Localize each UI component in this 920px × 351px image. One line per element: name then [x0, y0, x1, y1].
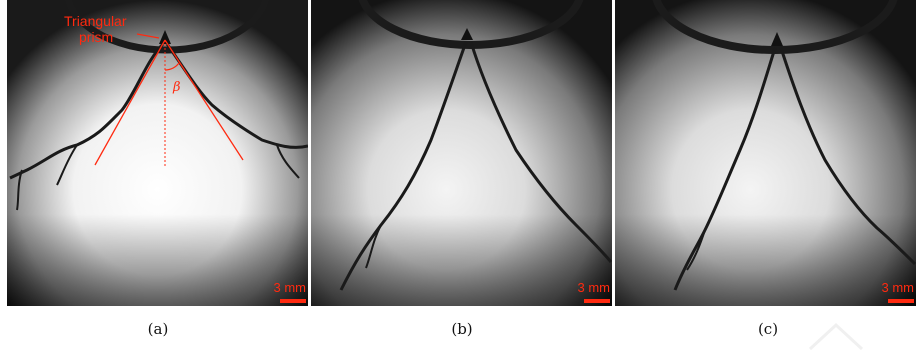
scale-label-a: 3 mm — [273, 280, 307, 295]
photo-panel-b: 3 mm — [311, 0, 612, 306]
scale-label-c: 3 mm — [881, 280, 915, 295]
crack-photo-a — [7, 0, 308, 306]
angle-beta-label: β — [173, 80, 181, 95]
photo-panel-c: 3 mm — [615, 0, 916, 306]
scale-label-b: 3 mm — [577, 280, 611, 295]
crack-photo-b — [311, 0, 612, 306]
caption-b: (b) — [451, 320, 473, 338]
scale-bar-a — [280, 299, 306, 303]
photo-panel-a: Triangular prism β 3 mm — [7, 0, 308, 306]
watermark-mark — [808, 322, 864, 351]
scale-bar-c — [888, 299, 914, 303]
caption-a: (a) — [147, 320, 169, 338]
scale-bar-b — [584, 299, 610, 303]
prism-label-line2: prism — [79, 29, 114, 45]
crack-photo-c — [615, 0, 916, 306]
caption-c: (c) — [757, 320, 779, 338]
prism-label-line1: Triangular — [64, 13, 127, 29]
